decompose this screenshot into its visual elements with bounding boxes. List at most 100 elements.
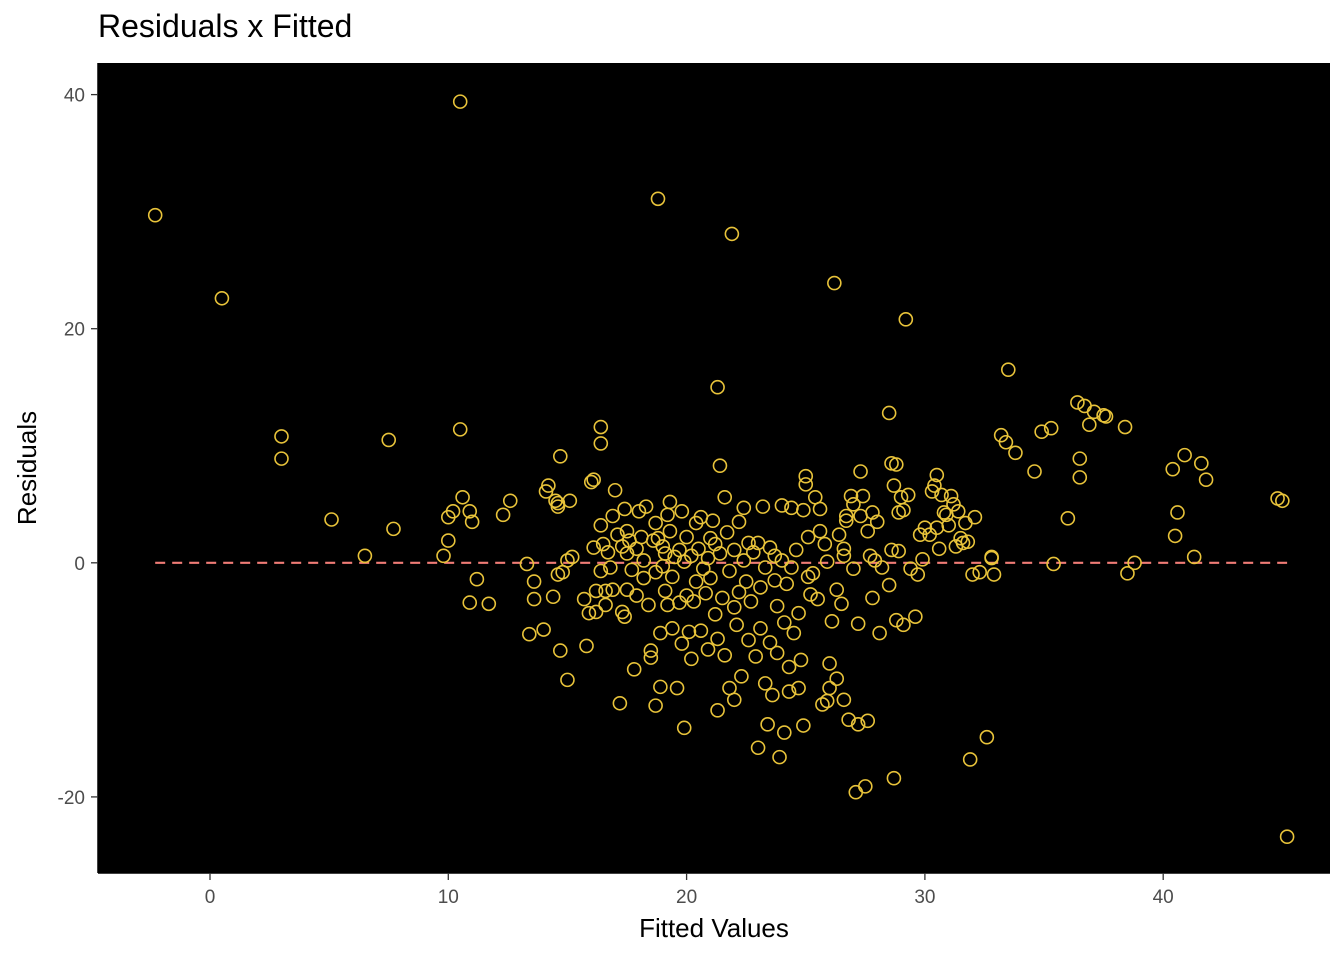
y-tick-label: 0 — [74, 554, 85, 575]
data-point — [784, 560, 799, 575]
data-point — [908, 609, 923, 624]
data-point — [593, 563, 609, 579]
data-point — [972, 564, 988, 580]
data-point — [593, 518, 609, 533]
data-point — [386, 521, 401, 537]
data-point — [641, 597, 656, 613]
data-point — [927, 478, 942, 493]
data-point — [469, 571, 485, 587]
data-point — [815, 697, 830, 712]
data-point — [214, 290, 230, 306]
data-point — [636, 553, 652, 568]
data-point — [967, 509, 983, 525]
data-point — [836, 548, 852, 564]
data-point — [736, 500, 752, 516]
data-point — [829, 671, 845, 686]
data-point — [1117, 419, 1133, 435]
x-axis-title: Fitted Values — [639, 913, 789, 943]
data-point — [650, 191, 666, 207]
data-point — [710, 631, 725, 647]
data-point — [862, 548, 878, 564]
chart-title: Residuals x Fitted — [98, 8, 353, 44]
data-point — [436, 548, 451, 564]
data-point — [767, 548, 783, 564]
data-point — [858, 779, 873, 794]
data-point — [1082, 417, 1097, 432]
data-point — [1027, 464, 1042, 479]
data-point — [896, 502, 911, 518]
data-point — [619, 523, 635, 539]
data-point — [910, 567, 926, 582]
data-point — [452, 422, 468, 437]
data-point — [729, 617, 744, 633]
data-point — [1198, 472, 1214, 488]
data-point — [655, 539, 671, 554]
data-point — [746, 544, 761, 560]
data-point — [734, 669, 749, 684]
points-layer — [147, 94, 1295, 845]
data-point — [891, 543, 906, 559]
data-point — [707, 536, 723, 552]
data-point — [583, 474, 599, 490]
data-point — [274, 451, 289, 466]
data-point — [888, 457, 904, 472]
data-point — [943, 488, 959, 504]
data-point — [600, 544, 616, 560]
data-point — [846, 561, 861, 576]
data-point — [831, 527, 847, 543]
data-point — [560, 553, 575, 568]
data-point — [579, 638, 594, 654]
data-point — [774, 498, 790, 513]
data-point — [593, 436, 609, 451]
data-point — [738, 574, 754, 589]
data-point — [743, 594, 759, 609]
data-point — [753, 621, 768, 636]
data-point — [772, 749, 787, 765]
data-point — [791, 680, 806, 696]
data-point — [698, 585, 713, 601]
data-point — [586, 540, 601, 555]
data-point — [552, 448, 568, 464]
data-point — [834, 596, 849, 612]
data-point — [648, 515, 663, 531]
data-point — [545, 589, 561, 605]
data-point — [762, 540, 778, 555]
data-point — [1279, 829, 1295, 845]
data-point — [679, 529, 694, 545]
data-point — [617, 609, 632, 624]
data-point — [664, 569, 680, 585]
data-point — [522, 626, 537, 642]
data-point — [593, 419, 609, 435]
data-point — [452, 94, 468, 109]
data-point — [796, 502, 811, 518]
data-point — [800, 569, 816, 585]
data-point — [760, 717, 775, 732]
data-point — [688, 574, 704, 589]
data-point — [552, 643, 568, 658]
x-axis-ticks: 0 10 20 30 40 — [205, 873, 1174, 908]
data-point — [779, 576, 794, 592]
data-point — [676, 720, 692, 736]
data-point — [1167, 528, 1183, 544]
data-point — [381, 432, 397, 448]
data-point — [715, 590, 730, 606]
data-point — [607, 482, 623, 498]
data-point — [653, 679, 668, 695]
data-point — [588, 583, 604, 599]
data-point — [648, 698, 663, 713]
data-point — [791, 605, 806, 621]
data-point — [886, 770, 902, 786]
data-point — [886, 478, 902, 493]
data-point — [881, 405, 897, 421]
data-point — [812, 501, 828, 517]
data-point — [965, 567, 980, 582]
data-point — [274, 429, 289, 444]
data-point — [681, 624, 697, 640]
data-point — [853, 464, 868, 479]
data-point — [741, 535, 756, 551]
data-point — [803, 587, 818, 602]
x-tick-label: 10 — [438, 887, 459, 908]
data-point — [710, 702, 725, 718]
data-point — [684, 651, 699, 667]
data-point — [576, 591, 592, 607]
